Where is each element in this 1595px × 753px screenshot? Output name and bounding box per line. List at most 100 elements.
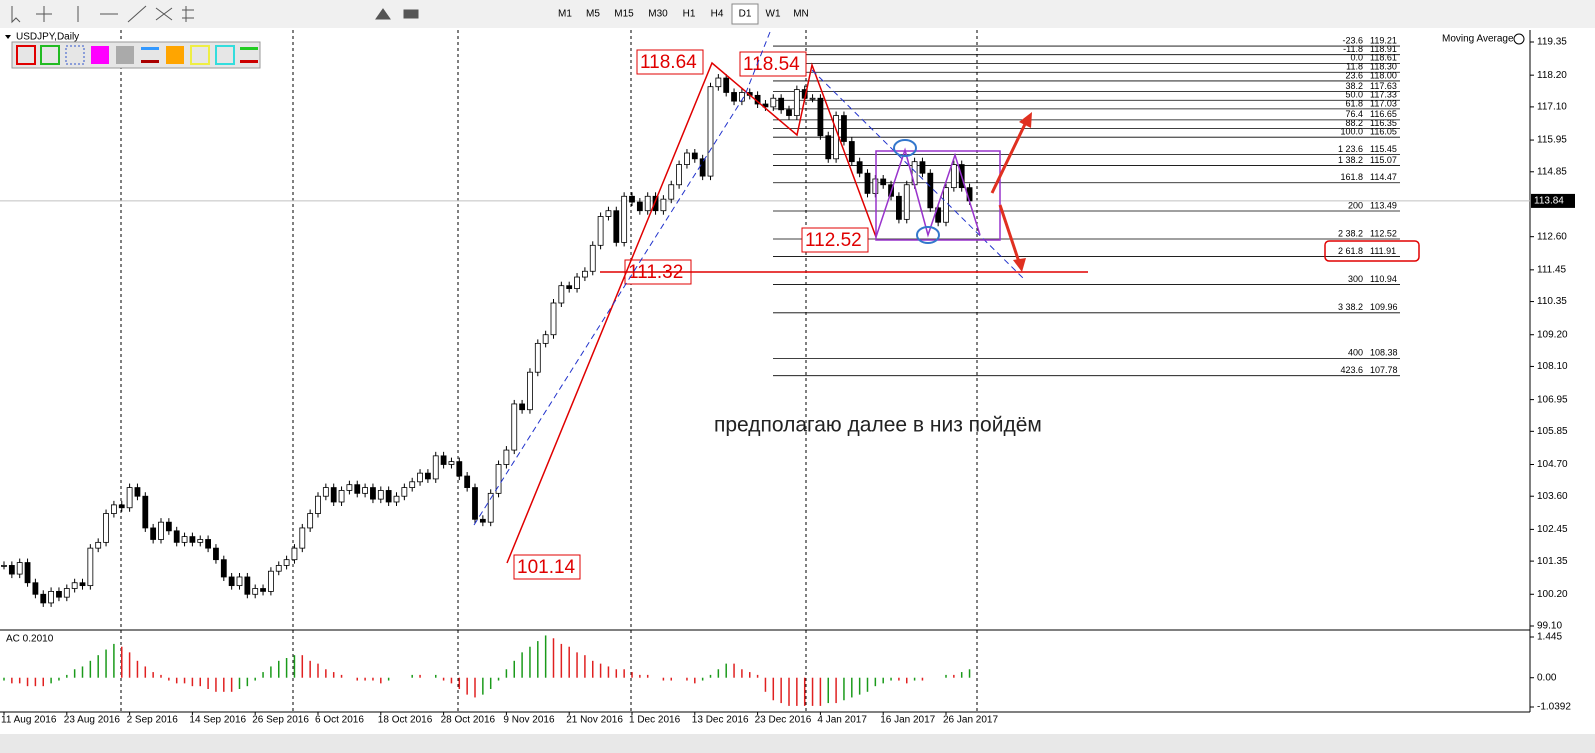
candle xyxy=(542,334,549,344)
fib-price: 117.63 xyxy=(1370,81,1397,91)
candle xyxy=(833,115,839,160)
arrow-down xyxy=(998,204,1021,263)
indicator-tick-label: 1.445 xyxy=(1537,632,1562,643)
candle xyxy=(165,521,172,532)
arrow-up xyxy=(990,121,1028,194)
candle xyxy=(636,201,643,212)
candle xyxy=(935,207,942,223)
fib-level: 1 38.2 xyxy=(1338,155,1363,165)
y-tick-label: 106.95 xyxy=(1537,394,1568,405)
fib-price: 115.45 xyxy=(1370,144,1397,154)
swatch xyxy=(141,60,159,63)
candle xyxy=(213,547,219,561)
candle xyxy=(158,521,164,540)
timeframe-button[interactable] xyxy=(788,4,814,24)
swatch xyxy=(190,45,210,65)
y-tick-label: 103.60 xyxy=(1537,491,1568,502)
price-label-box xyxy=(513,554,581,580)
fib-level: 23.6 xyxy=(1345,70,1363,80)
candle xyxy=(566,285,573,289)
candle xyxy=(487,492,494,523)
arrowhead xyxy=(1019,112,1032,128)
candle xyxy=(283,559,290,566)
candle xyxy=(652,195,659,212)
candle xyxy=(629,195,635,203)
fib-level: 400 xyxy=(1348,348,1363,358)
timeframe-label[interactable]: M5 xyxy=(586,9,600,20)
candle xyxy=(848,141,855,163)
trendline xyxy=(473,94,746,526)
timeframe-button[interactable] xyxy=(642,4,674,24)
rect-icon xyxy=(403,9,419,19)
candle xyxy=(778,97,785,111)
candle xyxy=(511,403,518,451)
x-tick-label: 21 Nov 2016 xyxy=(566,715,623,726)
timeframe-button[interactable] xyxy=(760,4,786,24)
timeframe-label[interactable]: W1 xyxy=(766,9,781,20)
candle xyxy=(291,547,298,561)
fib-price: 113.49 xyxy=(1370,200,1397,210)
x-tick-label: 1 Dec 2016 xyxy=(629,715,681,726)
close-icon[interactable] xyxy=(1513,33,1525,45)
candle xyxy=(495,464,502,494)
candle xyxy=(817,97,824,137)
timeframe-label[interactable]: MN xyxy=(793,9,809,20)
candle xyxy=(150,527,157,540)
toolbar-icons xyxy=(11,5,419,24)
fib-level: 1 23.6 xyxy=(1338,144,1363,154)
price-label-box xyxy=(801,227,869,253)
timeframe-button[interactable] xyxy=(580,4,606,24)
candle xyxy=(464,475,471,488)
fib-price: 116.05 xyxy=(1370,127,1397,137)
indicator-tick-label: -1.0392 xyxy=(1537,702,1571,713)
candle xyxy=(793,89,800,116)
candle xyxy=(189,536,196,543)
channel-icon xyxy=(155,7,173,21)
fib-level: 2 61.8 xyxy=(1338,246,1363,256)
swatch xyxy=(116,46,134,64)
price-label: 118.64 xyxy=(640,52,697,73)
swatch xyxy=(40,45,60,65)
fib-price: 115.07 xyxy=(1370,155,1397,165)
timeframe-button[interactable] xyxy=(704,4,730,24)
candle xyxy=(825,135,832,160)
timeframe-label[interactable]: M15 xyxy=(614,9,634,20)
circle-mark xyxy=(893,139,917,157)
candle xyxy=(527,371,533,411)
candle xyxy=(24,562,31,584)
price-label: 112.52 xyxy=(805,230,862,251)
candle xyxy=(456,461,463,477)
candle xyxy=(267,570,274,592)
fib-level: 11.8 xyxy=(1346,62,1363,72)
candle xyxy=(32,582,39,595)
fib-price: 107.78 xyxy=(1370,365,1398,375)
timeframe-button[interactable] xyxy=(676,4,702,24)
candle xyxy=(597,216,604,246)
drawings xyxy=(473,31,1420,564)
fib-level: 161.8 xyxy=(1340,172,1363,182)
candle xyxy=(56,590,62,598)
timeframe-button[interactable] xyxy=(608,4,640,24)
swatch xyxy=(91,46,109,64)
timeframe-label[interactable]: H4 xyxy=(711,9,724,20)
swatch xyxy=(166,46,184,64)
fibo-icon xyxy=(182,6,194,22)
candle xyxy=(896,195,902,220)
x-tick-label: 9 Nov 2016 xyxy=(503,715,555,726)
timeframe-label[interactable]: H1 xyxy=(683,9,696,20)
timeframe-label[interactable]: M1 xyxy=(558,9,572,20)
fib-level: 76.4 xyxy=(1345,109,1363,119)
candle xyxy=(252,588,259,595)
fib-price: 116.35 xyxy=(1370,118,1397,128)
x-tick-label: 26 Jan 2017 xyxy=(943,715,998,726)
timeframe-label[interactable]: M30 xyxy=(648,9,668,20)
timeframe-button[interactable] xyxy=(552,4,578,24)
candle xyxy=(299,527,306,549)
timeframe-label[interactable]: D1 xyxy=(739,9,752,20)
y-tick-label: 99.10 xyxy=(1537,621,1562,632)
candle xyxy=(715,77,722,88)
swatch xyxy=(215,45,235,65)
price-label: 118.54 xyxy=(743,54,800,75)
timeframe-button[interactable] xyxy=(731,3,759,25)
price-label-box xyxy=(636,49,704,75)
